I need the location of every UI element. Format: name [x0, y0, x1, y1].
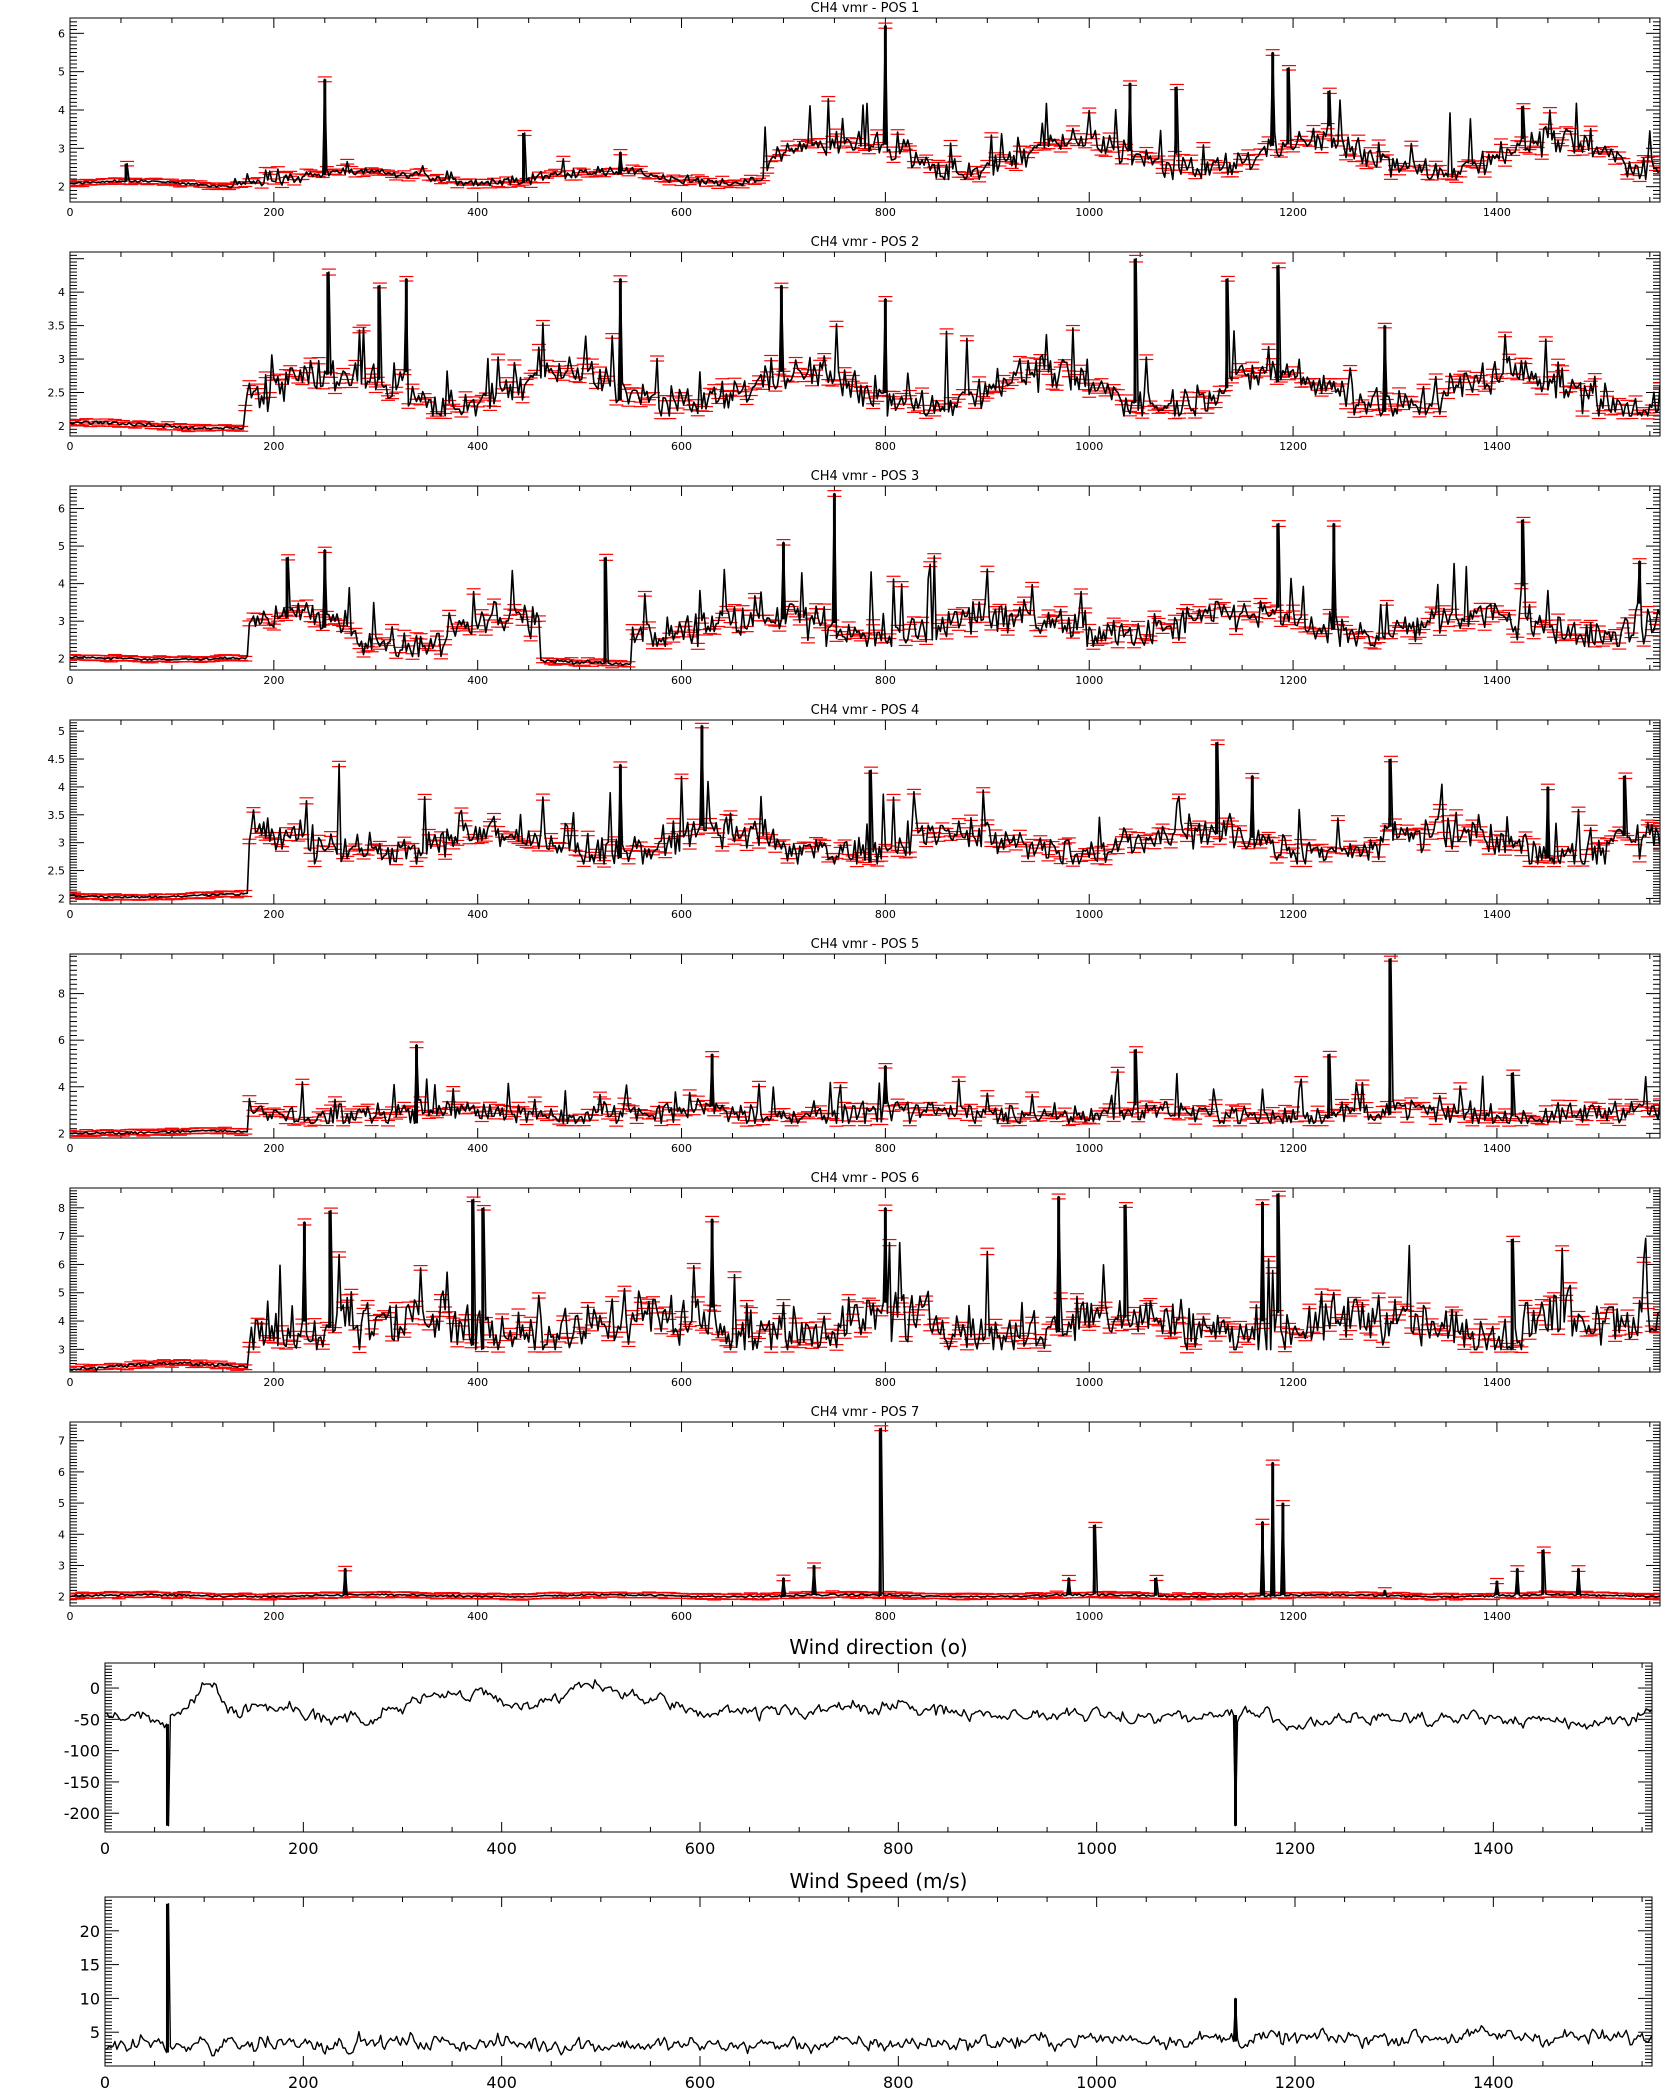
data-series-line: [70, 257, 1660, 430]
x-tick-label: 200: [263, 674, 284, 687]
chart-title: CH4 vmr - POS 5: [811, 937, 920, 952]
x-tick-label: 800: [875, 1142, 896, 1155]
y-tick-label: 2: [58, 420, 65, 433]
plot-frame: [69, 485, 1661, 671]
y-tick-label: 5: [58, 725, 65, 738]
x-tick-label: 1400: [1483, 206, 1511, 219]
chart-panel-3: CH4 vmr - POS 3 2 3 4 5 6 0 200 400 600 800 1000 120…: [58, 469, 1661, 687]
x-tick-label: 800: [875, 440, 896, 453]
x-tick-label: 600: [671, 908, 692, 921]
x-tick-label: 0: [67, 440, 74, 453]
plot-frame: [69, 1187, 1661, 1373]
x-tick-label: 600: [671, 1142, 692, 1155]
x-tick-label: 800: [875, 674, 896, 687]
x-tick-label: 400: [467, 674, 488, 687]
x-tick-label: 200: [263, 206, 284, 219]
y-tick-label: 4: [58, 578, 65, 591]
y-tick-label: 3: [58, 353, 65, 366]
y-tick-label: 5: [58, 66, 65, 79]
x-tick-label: 0: [67, 206, 74, 219]
x-tick-label: 400: [467, 440, 488, 453]
y-tick-label: 2: [58, 653, 65, 666]
chart-title: CH4 vmr - POS 6: [811, 1171, 920, 1186]
x-tick-label: 1400: [1483, 908, 1511, 921]
x-tick-label: 1400: [1483, 1142, 1511, 1155]
plot-area: [70, 722, 1660, 902]
chart-panel-5: CH4 vmr - POS 5 2 4 6 8 0 200 400 600 800 1000 1200…: [58, 937, 1661, 1155]
x-tick-label: 400: [467, 206, 488, 219]
y-tick-label: 2: [58, 892, 65, 905]
y-tick-label: 3: [58, 837, 65, 850]
x-tick-label: 1000: [1075, 1142, 1103, 1155]
chart-panel-4: CH4 vmr - POS 4 2 2.5 3 3.5 4 4.5 5 0 200 400 600 80…: [48, 703, 1661, 921]
y-tick-label: 3.5: [48, 320, 66, 333]
y-tick-label: 8: [58, 988, 65, 1001]
y-tick-label: 2: [58, 1127, 65, 1140]
y-tick-label: 4: [58, 286, 65, 299]
plot-area: [70, 254, 1660, 433]
data-series-line: [70, 724, 1660, 899]
x-tick-label: 0: [67, 1142, 74, 1155]
x-tick-label: 1200: [1279, 908, 1307, 921]
x-tick-label: 0: [67, 908, 74, 921]
data-series-line: [70, 492, 1660, 666]
data-series-line: [70, 24, 1660, 189]
plot-area: [70, 490, 1660, 669]
y-tick-label: 4.5: [48, 753, 66, 766]
y-tick-label: 6: [58, 27, 65, 40]
x-tick-label: 600: [671, 674, 692, 687]
x-tick-label: 1000: [1075, 206, 1103, 219]
y-tick-label: 4: [58, 1081, 65, 1094]
x-tick-label: 400: [467, 1142, 488, 1155]
x-tick-label: 1000: [1075, 908, 1103, 921]
x-tick-label: 600: [671, 440, 692, 453]
x-tick-label: 600: [671, 206, 692, 219]
x-tick-label: 200: [263, 908, 284, 921]
chart-title: CH4 vmr - POS 4: [811, 703, 920, 718]
y-tick-label: 3.5: [48, 809, 66, 822]
y-tick-label: 4: [58, 104, 65, 117]
x-tick-label: 800: [875, 206, 896, 219]
x-tick-label: 1200: [1279, 206, 1307, 219]
chart-panel-1: CH4 vmr - POS 1 2 3 4 5 6 0 200 400 600 800 1000 120…: [58, 1, 1661, 219]
error-bars: [70, 955, 1660, 1137]
y-tick-label: 6: [58, 503, 65, 516]
x-tick-label: 1000: [1075, 674, 1103, 687]
y-tick-label: 3: [58, 142, 65, 155]
x-tick-label: 800: [875, 908, 896, 921]
y-tick-label: 2.5: [48, 387, 66, 400]
chart-title: CH4 vmr - POS 3: [811, 469, 920, 484]
y-tick-label: 5: [58, 540, 65, 553]
x-tick-label: 200: [263, 440, 284, 453]
plot-area: [70, 955, 1660, 1137]
x-tick-label: 0: [67, 674, 74, 687]
plot-frame: [69, 953, 1661, 1139]
x-tick-label: 400: [467, 908, 488, 921]
x-tick-label: 1000: [1075, 440, 1103, 453]
x-tick-label: 1200: [1279, 1142, 1307, 1155]
plot-area: [70, 22, 1660, 191]
chart-panel-2: CH4 vmr - POS 2 2 2.5 3 3.5 4 0 200 400 600 800 100…: [48, 235, 1661, 453]
y-tick-label: 2.5: [48, 865, 66, 878]
plot-frame: [69, 251, 1661, 437]
y-tick-label: 4: [58, 781, 65, 794]
x-tick-label: 1400: [1483, 674, 1511, 687]
chart-title: CH4 vmr - POS 1: [811, 1, 920, 16]
chart-title: CH4 vmr - POS 2: [811, 235, 920, 250]
y-tick-label: 3: [58, 615, 65, 628]
data-series-line: [70, 957, 1660, 1135]
x-tick-label: 200: [263, 1142, 284, 1155]
x-tick-label: 1200: [1279, 440, 1307, 453]
x-tick-label: 1200: [1279, 674, 1307, 687]
y-tick-label: 2: [58, 181, 65, 194]
x-tick-label: 1400: [1483, 440, 1511, 453]
y-tick-label: 6: [58, 1034, 65, 1047]
